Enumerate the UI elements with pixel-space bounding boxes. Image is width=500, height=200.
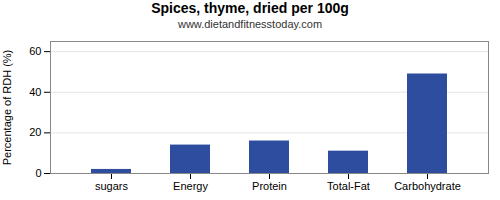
svg-text:Energy: Energy [173, 180, 208, 192]
svg-text:40: 40 [29, 86, 41, 98]
svg-text:sugars: sugars [95, 180, 129, 192]
html-text:www.dietandfitnesstoday.com: www.dietandfitnesstoday.com [178, 18, 322, 30]
svg-text:Protein: Protein [252, 180, 287, 192]
svg-text:Carbohydrate: Carbohydrate [394, 180, 461, 192]
svg-text:Total-Fat: Total-Fat [327, 180, 370, 192]
svg-text:Percentage of RDH (%): Percentage of RDH (%) [1, 50, 13, 166]
svg-text:60: 60 [29, 45, 41, 57]
html-text:Spices, thyme, dried per 100g: Spices, thyme, dried per 100g [151, 0, 349, 16]
svg-text:0: 0 [35, 167, 41, 179]
svg-text:20: 20 [29, 126, 41, 138]
